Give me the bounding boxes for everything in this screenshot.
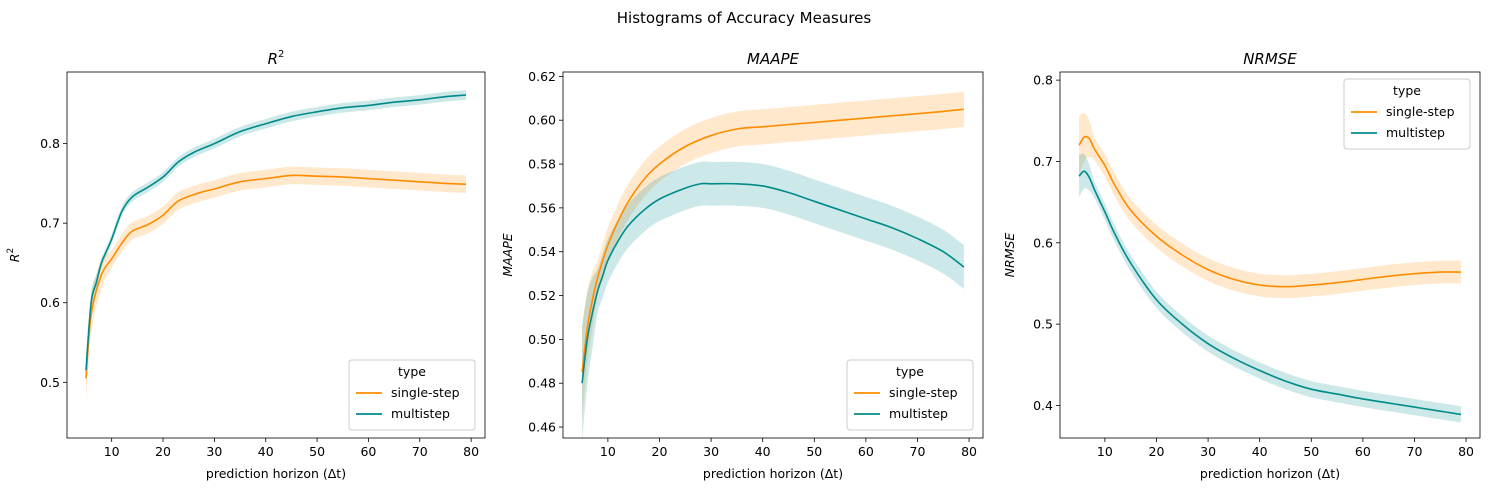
series-line-single-step: [85, 174, 467, 379]
x-axis-label: prediction horizon (Δt): [206, 466, 346, 481]
x-tick-label: 10: [600, 444, 616, 459]
series-line-single-step: [1078, 135, 1461, 288]
x-tick-label: 40: [755, 444, 771, 459]
legend-entry-multistep: multistep: [889, 406, 948, 421]
panel-title: NRMSE: [1243, 50, 1297, 68]
x-tick-label: 30: [206, 444, 222, 459]
chart-panel-3: 10 20 30 40 50 60 70 80 0.4 0.5 0.6 0.7 0.8 NRMSE pred…: [1002, 50, 1481, 481]
x-tick-label: 40: [258, 444, 274, 459]
plot-frame: [66, 71, 486, 439]
x-tick-label: 10: [104, 444, 120, 459]
legend: type single-step multistep: [1343, 78, 1471, 150]
y-axis-label: NRMSE: [1002, 233, 1017, 278]
x-axis-label: prediction horizon (Δt): [1200, 466, 1340, 481]
x-tick-label: 60: [360, 444, 376, 459]
y-tick-label: 0.8: [1033, 73, 1053, 88]
y-tick-label: 0.54: [528, 244, 556, 259]
plot-frame: [1059, 71, 1481, 439]
legend-box: [348, 359, 476, 431]
y-tick-label: 0.7: [40, 216, 60, 231]
x-tick-label: 50: [1303, 444, 1319, 459]
x-axis-label: prediction horizon (Δt): [703, 466, 843, 481]
legend-box: [846, 359, 974, 431]
x-tick-label: 20: [155, 444, 171, 459]
x-tick-label: 20: [1149, 444, 1165, 459]
x-tick-label: 30: [703, 444, 719, 459]
legend-title: type: [896, 364, 924, 379]
chart-panel-2: 10 20 30 40 50 60 70 80 0.46 0.48 0.50 0.52 0.54 0.56…: [500, 50, 984, 481]
y-tick-label: 0.48: [528, 376, 556, 391]
y-tick-label: 0.4: [1033, 398, 1053, 413]
y-tick-label: 0.58: [528, 157, 556, 172]
legend: type single-step multistep: [348, 359, 476, 431]
y-tick-label: 0.8: [40, 136, 60, 151]
x-tick-label: 40: [1252, 444, 1268, 459]
confidence-band-multistep: [582, 161, 964, 441]
panel-title: MAAPE: [747, 50, 800, 68]
y-tick-label: 0.56: [528, 200, 556, 215]
y-tick-label: 0.6: [40, 295, 60, 310]
x-tick-label: 80: [463, 444, 479, 459]
panel-title: R2: [268, 49, 285, 68]
y-tick-label: 0.5: [1033, 317, 1053, 332]
confidence-band-single-step: [86, 166, 466, 402]
legend-entry-single-step: single-step: [391, 385, 460, 400]
series-line-single-step: [581, 108, 964, 373]
x-tick-label: 20: [652, 444, 668, 459]
plot-frame: [562, 71, 984, 439]
x-tick-label: 50: [309, 444, 325, 459]
x-tick-label: 60: [858, 444, 874, 459]
series-line-multistep: [581, 182, 965, 384]
x-tick-label: 70: [1407, 444, 1423, 459]
confidence-band-multistep: [1079, 153, 1461, 423]
x-tick-label: 30: [1200, 444, 1216, 459]
x-tick-label: 80: [961, 444, 977, 459]
legend-entry-single-step: single-step: [889, 385, 958, 400]
x-tick-label: 10: [1097, 444, 1113, 459]
x-tick-label: 80: [1458, 444, 1474, 459]
legend-box: [1343, 78, 1471, 150]
x-tick-label: 70: [412, 444, 428, 459]
confidence-band-multistep: [86, 90, 466, 383]
chart-panel-1: 10 20 30 40 50 60 70 80 0.5 0.6 0.7 0.8 R2 prediction…: [6, 49, 486, 481]
y-tick-label: 0.62: [528, 69, 556, 84]
y-axis-label: R2: [6, 248, 22, 262]
y-tick-label: 0.7: [1033, 154, 1053, 169]
legend-entry-multistep: multistep: [1386, 125, 1445, 140]
y-tick-label: 0.5: [40, 375, 60, 390]
figure-title: Histograms of Accuracy Measures: [617, 9, 872, 27]
series-line-multistep: [85, 94, 467, 371]
confidence-band-single-step: [1079, 113, 1461, 299]
y-tick-label: 0.6: [1033, 235, 1053, 250]
y-tick-label: 0.50: [528, 332, 556, 347]
confidence-band-single-step: [582, 91, 964, 418]
legend-title: type: [1393, 83, 1421, 98]
x-tick-label: 50: [806, 444, 822, 459]
x-tick-label: 60: [1355, 444, 1371, 459]
y-tick-label: 0.52: [528, 288, 556, 303]
legend: type single-step multistep: [846, 359, 974, 431]
y-tick-label: 0.46: [528, 420, 556, 435]
legend-entry-multistep: multistep: [391, 406, 450, 421]
y-tick-label: 0.60: [528, 113, 556, 128]
series-line-multistep: [1078, 170, 1462, 416]
y-axis-label: MAAPE: [500, 233, 515, 276]
legend-title: type: [398, 364, 426, 379]
legend-entry-single-step: single-step: [1386, 104, 1455, 119]
x-tick-label: 70: [910, 444, 926, 459]
